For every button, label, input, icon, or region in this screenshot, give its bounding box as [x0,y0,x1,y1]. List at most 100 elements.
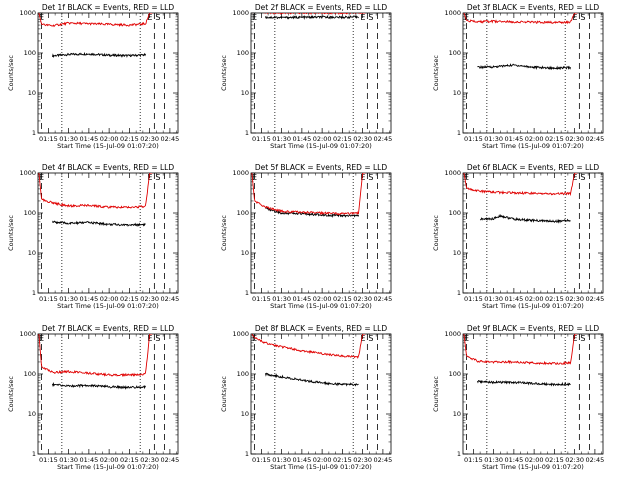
marker-s-right: S [580,334,585,343]
y-axis-label: Counts/sec [7,215,15,251]
panel-title: Det 9f BLACK = Events, RED = LLD [467,324,600,333]
x-tick-label: 01:30 [59,135,78,143]
panel-det-7: Det 7f BLACK = Events, RED = LLD 1 10 100 10… [7,324,179,471]
marker-s-right: S [368,13,373,22]
x-tick-label: 01:45 [293,456,312,464]
plot-frame [462,12,604,134]
y-tick-label: 100 [24,370,36,378]
plot-frame [250,12,392,134]
panel-title: Det 3f BLACK = Events, RED = LLD [467,3,600,12]
y-tick-label: 100 [24,209,36,217]
marker-s-right: S [368,173,373,182]
panel-det-2: Det 2f BLACK = Events, RED = LLD 1 10 100 10… [220,3,392,150]
x-tick-label: 02:15 [120,456,139,464]
x-tick-label: 02:00 [313,456,332,464]
x-tick-label: 02:45 [374,456,393,464]
x-tick-label: 01:45 [80,295,99,303]
x-tick-label: 02:45 [161,295,180,303]
y-axis-label: Counts/sec [432,55,440,91]
marker-e-left: E [39,173,44,182]
marker-s-right: S [155,13,160,22]
x-axis-label: Start Time (15-Jul-09 01:07:20) [57,302,159,310]
panel-title: Det 4f BLACK = Events, RED = LLD [42,163,175,172]
x-tick-label: 01:15 [39,295,58,303]
y-tick-label: 10 [453,410,461,418]
panel-det-9: Det 9f BLACK = Events, RED = LLD 1 10 100 10… [432,324,604,471]
marker-e-right: E [572,13,577,22]
x-tick-label: 01:30 [484,456,503,464]
x-tick-label: 02:00 [100,295,119,303]
x-tick-label: 02:15 [545,135,564,143]
x-tick-label: 01:15 [464,295,483,303]
y-tick-label: 1 [245,289,249,297]
marker-e-left: E [464,173,469,182]
x-tick-label: 02:15 [545,456,564,464]
marker-e-left: E [252,13,257,22]
series-group [38,13,153,58]
panel-det-4: Det 4f BLACK = Events, RED = LLD 1 10 100 10… [7,163,179,310]
x-tick-label: 02:15 [333,135,352,143]
marker-e-right: E [147,173,152,182]
x-tick-label: 01:15 [252,456,271,464]
x-tick-label: 01:30 [272,135,291,143]
events-series-line [52,220,146,227]
series-group [463,334,578,387]
y-tick-label: 10 [28,249,36,257]
y-tick-label: 1000 [444,169,461,177]
x-tick-label: 01:30 [484,135,503,143]
y-tick-label: 1 [245,450,249,458]
series-group [251,13,366,21]
x-tick-label: 01:15 [252,135,271,143]
x-tick-label: 02:30 [353,135,372,143]
x-tick-label: 02:30 [565,135,584,143]
panel-det-6: Det 6f BLACK = Events, RED = LLD 1 10 100 10… [432,163,604,310]
events-series-line [264,372,359,387]
x-tick-label: 02:30 [353,456,372,464]
x-tick-label: 01:15 [39,456,58,464]
x-axis-label: Start Time (15-Jul-09 01:07:20) [57,463,159,471]
x-tick-label: 02:00 [525,135,544,143]
x-tick-label: 02:30 [140,295,159,303]
lld-series-line [38,334,153,377]
y-tick-label: 1 [457,289,461,297]
x-tick-label: 02:45 [586,295,605,303]
x-tick-label: 01:45 [80,135,99,143]
marker-e-right: E [360,173,365,182]
x-tick-label: 02:15 [333,456,352,464]
y-tick-label: 10 [241,89,249,97]
marker-e-left: E [39,13,44,22]
x-tick-label: 02:00 [100,135,119,143]
y-tick-label: 100 [449,209,461,217]
lld-series-line [38,13,153,28]
series-group [251,173,366,219]
plot-frame [37,333,179,455]
y-tick-label: 1000 [232,9,249,17]
x-tick-label: 02:15 [545,295,564,303]
plot-frame [37,12,179,134]
x-tick-label: 02:45 [161,456,180,464]
y-tick-label: 10 [241,410,249,418]
y-tick-label: 100 [449,370,461,378]
panel-title: Det 6f BLACK = Events, RED = LLD [467,163,600,172]
events-series-line [479,213,571,224]
marker-e-left: E [39,334,44,343]
lld-series-line [463,13,578,25]
y-tick-label: 100 [449,49,461,57]
x-axis-label: Start Time (15-Jul-09 01:07:20) [482,302,584,310]
x-tick-label: 01:45 [293,295,312,303]
x-tick-label: 01:15 [464,135,483,143]
x-tick-label: 02:15 [120,295,139,303]
series-group [463,173,578,224]
plot-frame [462,172,604,294]
series-group [463,13,578,71]
y-tick-label: 1000 [232,169,249,177]
events-series-line [477,63,572,71]
x-tick-label: 02:15 [120,135,139,143]
y-tick-label: 10 [453,249,461,257]
lld-series-line [463,334,578,366]
plot-frame [250,172,392,294]
plot-frame [462,333,604,455]
panel-title: Det 2f BLACK = Events, RED = LLD [255,3,388,12]
marker-e-right: E [360,13,365,22]
marker-e-right: E [572,173,577,182]
